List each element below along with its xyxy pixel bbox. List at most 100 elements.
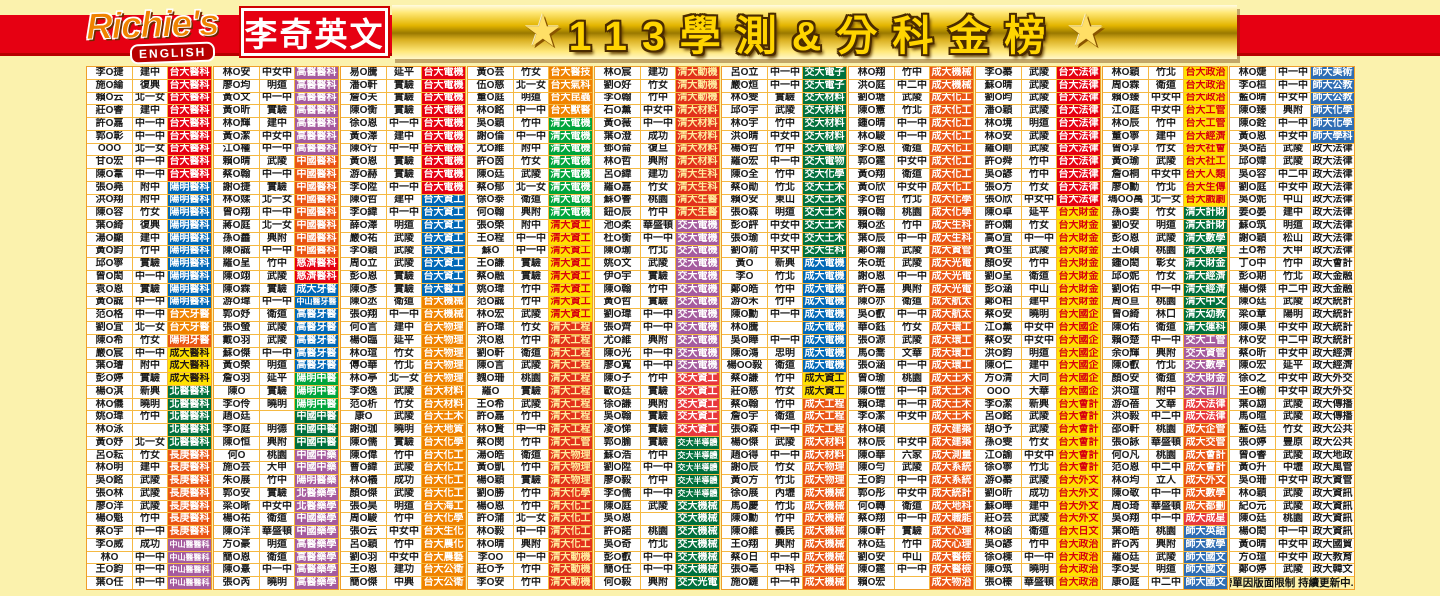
- school-cell: 建中: [133, 232, 167, 245]
- dept-cell: 清大動機: [549, 564, 592, 577]
- name-cell: 張O榛: [976, 577, 1021, 589]
- table-group-7: 林O翔 竹中 成大機械 洪O庭 中二中 成大機械 劉O塘 武陵 成大化工 陳O憲 竹北 成大化工 鍾O晴…: [848, 66, 974, 590]
- dept-cell: 清大工程: [549, 385, 592, 398]
- dept-cell: 清大電機: [549, 143, 592, 156]
- school-cell: 中女中: [1149, 105, 1183, 118]
- dept-cell: 清大工程: [549, 347, 592, 360]
- name-cell: 黃O晴: [1230, 538, 1275, 551]
- dept-cell: 台大法律: [1057, 156, 1100, 169]
- dept-cell: 清大化工: [549, 538, 592, 551]
- dept-cell: 台大資工: [422, 220, 465, 232]
- dept-cell: 交大電機: [676, 296, 719, 309]
- name-cell: 游O蓁: [976, 475, 1021, 487]
- name-cell: 許O瑋: [468, 322, 513, 334]
- dept-cell: 清大材料: [676, 143, 719, 156]
- dept-cell: 政大韓文: [1311, 564, 1354, 577]
- school-cell: 六家: [895, 449, 929, 462]
- school-cell: 中一中: [387, 143, 421, 156]
- name-cell: 楊O恩: [468, 500, 513, 513]
- name-cell: 蔣O庭: [214, 220, 259, 232]
- name-cell: 蔡O翰: [722, 398, 767, 411]
- dept-cell: 成大機械: [803, 487, 846, 500]
- name-cell: 林O亭: [341, 373, 386, 385]
- dept-cell: 成大會計: [1184, 462, 1227, 475]
- dept-cell: 台大農化: [422, 538, 465, 551]
- dept-cell: 台大電機: [422, 169, 465, 181]
- school-cell: 曉明: [387, 424, 421, 436]
- name-cell: 徐O謙: [595, 398, 640, 411]
- school-cell: 實驗: [387, 105, 421, 118]
- school-cell: 中一中: [895, 360, 929, 373]
- dept-cell: 清大動機: [549, 551, 592, 564]
- dept-cell: 成大電機: [803, 322, 846, 334]
- school-cell: 明德: [260, 424, 294, 436]
- dept-cell: 高醫牙醫: [295, 309, 338, 322]
- dept-cell: 成大土木: [930, 411, 973, 424]
- name-cell: 廖O勳: [1103, 181, 1148, 194]
- name-cell: 林O儀: [87, 398, 132, 411]
- name-cell: 莊O睿: [87, 105, 132, 118]
- dept-cell: 北醫醫科: [168, 398, 211, 411]
- dept-cell: 交大機械: [676, 551, 719, 564]
- name-cell: 林O檥: [341, 475, 386, 487]
- school-cell: 中二中: [1149, 577, 1183, 589]
- name-cell: 張O涵: [849, 360, 894, 373]
- name-cell: 陳O光: [595, 347, 640, 360]
- name-cell: 黃O妤: [87, 436, 132, 449]
- dept-cell: 中國中醫: [295, 436, 338, 449]
- dept-cell: 台大牙醫: [168, 309, 211, 322]
- name-cell: 邱O寧: [87, 258, 132, 271]
- dept-cell: 清大動機: [676, 79, 719, 92]
- name-cell: 徐O之: [1230, 373, 1275, 385]
- school-cell: 武陵: [1149, 156, 1183, 169]
- school-cell: 復旦: [641, 143, 675, 156]
- star-icon: ★: [1066, 7, 1106, 56]
- school-cell: 成功: [1022, 487, 1056, 500]
- dept-cell: 台大化工: [422, 462, 465, 475]
- school-cell: 武陵: [387, 385, 421, 398]
- school-cell: 實驗: [260, 385, 294, 398]
- name-cell: 尤O維: [595, 334, 640, 347]
- school-cell: 曉明: [260, 398, 294, 411]
- dept-cell: 成大環工: [930, 360, 973, 373]
- name-cell: 張O螢: [214, 322, 259, 334]
- school-cell: 中一中: [387, 181, 421, 194]
- dept-cell: 政大金融: [1311, 283, 1354, 296]
- school-cell: 竹中: [387, 513, 421, 526]
- name-cell: 馬O喬: [849, 347, 894, 360]
- school-cell: 武陵: [1276, 156, 1310, 169]
- dept-cell: 成大機械: [803, 577, 846, 589]
- dept-cell: 高醫牙醫: [295, 360, 338, 373]
- name-cell: 曾O閎: [87, 271, 132, 283]
- dept-cell: 北醫藥學: [295, 500, 338, 513]
- name-cell: 周O亘: [1103, 296, 1148, 309]
- dept-cell: 成大系統: [930, 462, 973, 475]
- name-cell: 郭O腧: [595, 436, 640, 449]
- name-cell: 黃O文: [214, 92, 259, 105]
- school-cell: 衛道: [895, 143, 929, 156]
- dept-cell: 台大物理: [422, 360, 465, 373]
- school-cell: 武陵: [133, 487, 167, 500]
- name-cell: 劉O羽: [341, 551, 386, 564]
- school-cell: 中一中: [260, 207, 294, 220]
- dept-cell: 台大政治: [1184, 79, 1227, 92]
- dept-cell: 交大土木: [803, 207, 846, 220]
- name-cell: 江O諭: [976, 449, 1021, 462]
- name-cell: 陳O憲: [849, 105, 894, 118]
- name-cell: 周O琦: [1103, 500, 1148, 513]
- school-cell: 竹中: [514, 500, 548, 513]
- dept-cell: 成大心理: [930, 538, 973, 551]
- name-cell: 李O安: [468, 577, 513, 589]
- school-cell: 竹中: [768, 296, 802, 309]
- name-cell: 鄭O瀚: [849, 245, 894, 258]
- school-cell: 東山: [768, 194, 802, 207]
- dept-cell: 交大資工: [676, 385, 719, 398]
- dept-cell: 師大化學: [1311, 118, 1354, 130]
- dept-cell: 清大生科: [676, 181, 719, 194]
- dept-cell: 清大電機: [549, 130, 592, 143]
- school-cell: 北一女: [514, 181, 548, 194]
- dept-cell: 成大光電: [930, 271, 973, 283]
- school-cell: 武陵: [133, 500, 167, 513]
- name-cell: 林O安: [976, 130, 1021, 143]
- dept-cell: 台大生化: [422, 526, 465, 538]
